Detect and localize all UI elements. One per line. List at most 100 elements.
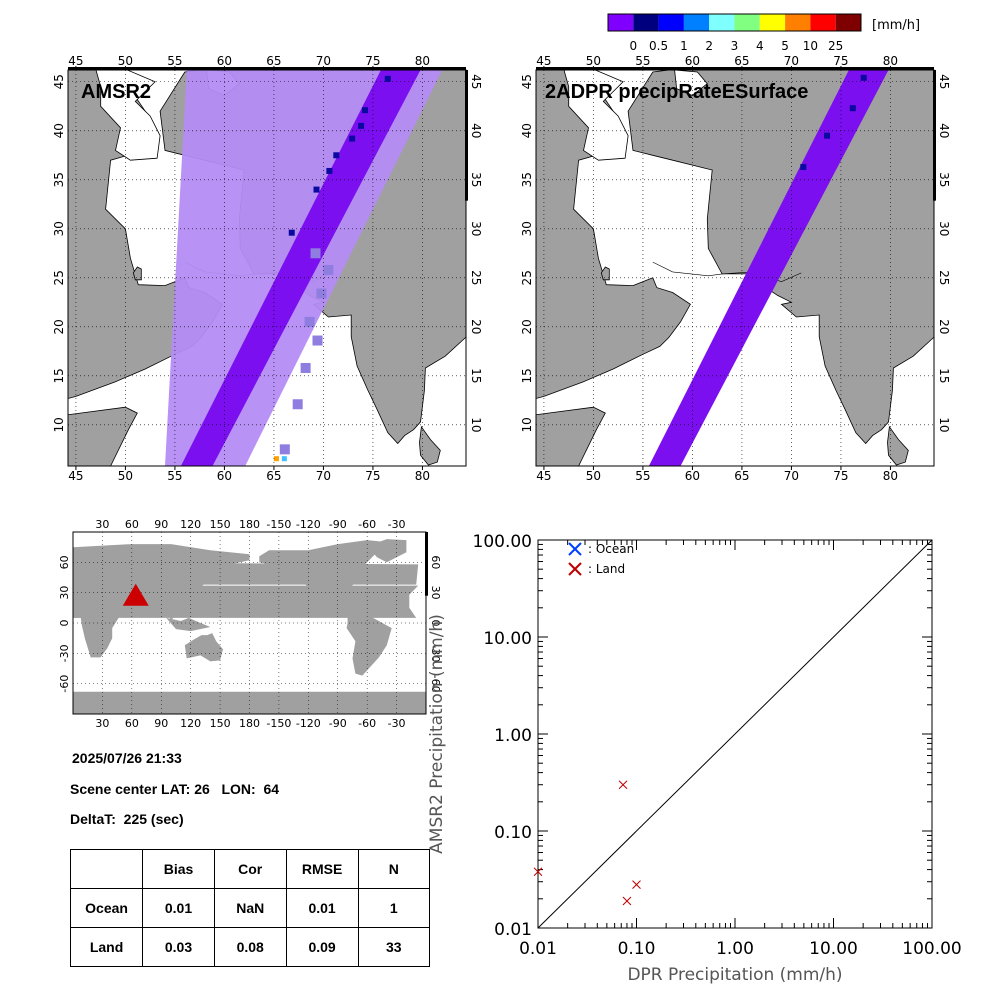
colorbar-swatch: [785, 14, 811, 31]
lon-label-top: 45: [536, 54, 551, 68]
heavy-rain-pixel: [358, 122, 365, 129]
colorbar-swatch: [759, 14, 786, 31]
colorbar-label: 4: [756, 39, 764, 53]
colorbar-label: 25: [828, 39, 843, 53]
colorbar-label: 2: [705, 39, 713, 53]
globe-lon-label-top: 150: [210, 518, 231, 531]
land-south-america: [346, 612, 392, 676]
x-tick-label: 10.00: [809, 939, 858, 959]
data-point: [533, 867, 543, 877]
stats-cell: 0.09: [285, 927, 359, 967]
globe-lat-label-left: -30: [58, 644, 71, 662]
heavy-rain-pixel: [849, 105, 856, 112]
globe-lon-label-top: 60: [125, 518, 139, 531]
globe-lat-label-right: -60: [429, 675, 442, 693]
colorbar-swatch: [734, 14, 760, 31]
globe-lon-label-bottom: -90: [329, 717, 347, 730]
globe-lat-label-right: 60: [429, 555, 442, 569]
lon-label-top: 70: [784, 54, 799, 68]
lat-label-right: 35: [469, 172, 483, 187]
globe-lon-label-top: -90: [329, 518, 347, 531]
globe-content: [73, 532, 426, 714]
colorbar: 0 0.5 1 2 3 4 5 10 25 [mm/h]: [600, 8, 940, 56]
heavy-rain-pixel: [860, 74, 867, 81]
globe-lon-label-bottom: -60: [358, 717, 376, 730]
scene-center: Scene center LAT: 26 LON: 64: [70, 781, 280, 797]
statistics-table: Bias Cor RMSE N Ocean 0.01 NaN 0.01 1 La…: [69, 849, 431, 967]
lat-label-left: 35: [52, 172, 66, 187]
globe-lat-label-right: 0: [429, 620, 442, 627]
lat-label-left: 40: [52, 123, 66, 138]
lon-label-bottom: 75: [365, 469, 380, 483]
globe-lon-label-bottom: 120: [180, 717, 201, 730]
colorbar-label: 3: [731, 39, 739, 53]
lat-label-right: 20: [469, 319, 483, 334]
land-australia: [184, 633, 223, 662]
lat-label-right: 25: [469, 270, 483, 285]
stats-header-cell: N: [357, 849, 431, 889]
land-west-africa: [73, 585, 419, 618]
globe-frame: [72, 531, 427, 715]
light-rain-patch: [312, 335, 323, 346]
scatter-plot-panel: 0.01 0.10 1.00 10.00 100.00 0.01 0.10 1.00 10.00…: [420, 520, 980, 990]
lat-label-left: 15: [520, 368, 534, 383]
map-border-right: [465, 70, 468, 201]
lat-label-left: 10: [520, 417, 534, 432]
lon-label-top: 65: [266, 54, 281, 68]
globe-lon-label-bottom: 60: [125, 717, 139, 730]
lon-label-top: 50: [586, 54, 601, 68]
colorbar-swatch: [835, 14, 861, 31]
globe-lon-label-top: 90: [154, 518, 168, 531]
globe-lat-label-left: 60: [58, 555, 71, 569]
colorbar-label: 5: [781, 39, 789, 53]
lat-label-left: 20: [520, 319, 534, 334]
light-rain-patch: [323, 264, 334, 275]
lat-label-right: 10: [469, 417, 483, 432]
stats-cell: 33: [357, 927, 431, 967]
lat-label-right: 45: [937, 74, 951, 89]
lon-label-bottom: 60: [685, 469, 700, 483]
heavy-rain-pixel: [326, 167, 333, 174]
lon-label-top: 60: [685, 54, 700, 68]
delta-t: DeltaT: 225 (sec): [70, 811, 184, 827]
stats-cell: 0.01: [285, 888, 359, 928]
legend-marker: [568, 542, 582, 556]
globe-grid: [73, 532, 426, 714]
colorbar-label: 0: [629, 39, 637, 53]
lon-label-bottom: 55: [635, 469, 650, 483]
globe-lon-label-bottom: -120: [296, 717, 321, 730]
globe-lon-label-top: -60: [358, 518, 376, 531]
lat-label-right: 45: [469, 74, 483, 89]
lon-label-top: 60: [217, 54, 232, 68]
stats-header-cell: [69, 849, 144, 889]
lon-label-bottom: 50: [118, 469, 133, 483]
lat-label-left: 20: [52, 319, 66, 334]
stats-cell: Land: [69, 927, 144, 967]
aral-sea: [674, 70, 708, 96]
stats-cell: 1: [357, 888, 431, 928]
land-sri-lanka: [887, 425, 909, 466]
light-rain-patch: [316, 288, 327, 299]
globe-lon-label-bottom: 180: [239, 717, 260, 730]
light-rain-patch: [292, 399, 303, 410]
stats-header-cell: RMSE: [285, 849, 359, 889]
globe-lat-label-right: 30: [429, 586, 442, 600]
stats-header-cell: Cor: [213, 849, 287, 889]
lon-label-top: 75: [365, 54, 380, 68]
lat-label-right: 10: [937, 417, 951, 432]
stats-cell: Ocean: [69, 888, 144, 928]
land-west-europe: [73, 562, 419, 585]
lat-label-left: 35: [520, 172, 534, 187]
colorbar-swatch: [709, 14, 735, 31]
map-border-top: [536, 67, 934, 70]
land-qatar: [132, 266, 142, 281]
stats-header-cell: Bias: [142, 849, 215, 889]
globe-lon-label-top: -150: [266, 518, 291, 531]
colorbar-swatch: [810, 14, 836, 31]
heavy-rain-pixel: [362, 107, 369, 114]
y-tick-label: 100.00: [473, 532, 532, 552]
lat-label-left: 45: [52, 74, 66, 89]
stats-cell: 0.03: [142, 927, 215, 967]
